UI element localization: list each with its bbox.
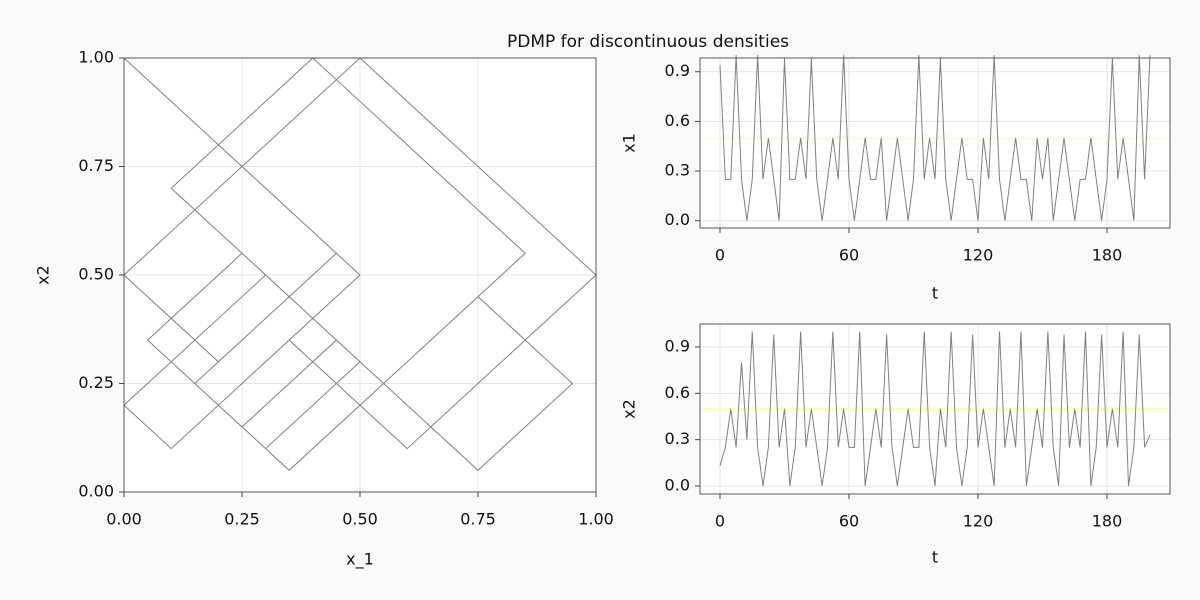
- figure-title: PDMP for discontinuous densities: [507, 32, 789, 52]
- plot-frame: [699, 323, 1171, 495]
- x-tick-label: 120: [963, 512, 994, 531]
- trajectory: [719, 55, 1151, 221]
- x-tick-label: 0: [715, 246, 725, 265]
- y-tick-label: 1.00: [78, 48, 114, 67]
- x-tick-label: 180: [1092, 512, 1123, 531]
- x-tick-label: 0.25: [224, 510, 260, 529]
- plot-frame: [123, 57, 597, 493]
- x-tick-label: 180: [1092, 246, 1123, 265]
- y-tick-label: 0.25: [78, 373, 114, 392]
- y-tick-label: 0.6: [665, 383, 690, 402]
- x-tick-label: 120: [963, 246, 994, 265]
- y-tick-label: 0.00: [78, 482, 114, 501]
- y-axis-label: x2: [620, 399, 639, 419]
- y-tick-label: 0.50: [78, 265, 114, 284]
- y-tick-label: 0.9: [665, 337, 690, 356]
- y-axis-label: x2: [34, 265, 53, 285]
- y-tick-label: 0.0: [665, 210, 690, 229]
- x-axis-label: t: [932, 284, 938, 303]
- plot-frame: [699, 57, 1171, 229]
- y-tick-label: 0.3: [665, 429, 690, 448]
- trajectory: [123, 57, 597, 471]
- y-tick-label: 0.9: [665, 61, 690, 80]
- x-tick-label: 0: [715, 512, 725, 531]
- x-tick-label: 60: [839, 512, 859, 531]
- y-axis-label: x1: [620, 133, 639, 153]
- x-tick-label: 1.00: [578, 510, 614, 529]
- x-axis-label: x_1: [346, 550, 374, 570]
- x-tick-label: 0.00: [106, 510, 142, 529]
- x-tick-label: 60: [839, 246, 859, 265]
- y-tick-label: 0.0: [665, 475, 690, 494]
- trajectory: [719, 331, 1151, 487]
- y-tick-label: 0.75: [78, 156, 114, 175]
- y-tick-label: 0.6: [665, 111, 690, 130]
- x-tick-label: 0.75: [460, 510, 496, 529]
- y-tick-label: 0.3: [665, 161, 690, 180]
- x-axis-label: t: [932, 548, 938, 567]
- x-tick-label: 0.50: [342, 510, 378, 529]
